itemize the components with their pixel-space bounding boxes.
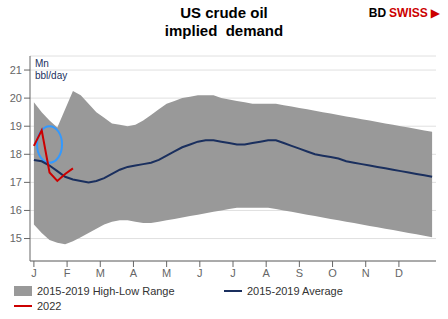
svg-text:J: J: [197, 267, 203, 279]
svg-text:A: A: [263, 267, 271, 279]
html-text:US crude oil implied demand: US crude oil implied demand: [164, 4, 284, 39]
svg-text:18: 18: [10, 148, 22, 160]
html-text:Mn: Mn: [35, 58, 49, 69]
svg-text:20: 20: [10, 92, 22, 104]
svg-text:16: 16: [10, 204, 22, 216]
svg-text:N: N: [362, 267, 370, 279]
html-text:2015-2019 High-Low Range: 2015-2019 High-Low Range: [37, 285, 175, 297]
svg-text:M: M: [162, 267, 171, 279]
svg-text:S: S: [296, 267, 303, 279]
svg-text:F: F: [64, 267, 71, 279]
svg-text:J: J: [31, 267, 37, 279]
html-text:2022: 2022: [37, 300, 62, 312]
svg-text:15: 15: [10, 232, 22, 244]
svg-text:A: A: [130, 267, 138, 279]
svg-text:17: 17: [10, 176, 22, 188]
html-text:BD SWISS ▶: BD SWISS ▶: [368, 6, 440, 20]
html-text:2015-2019 Average: 2015-2019 Average: [247, 285, 343, 297]
svg-text:21: 21: [10, 64, 22, 76]
svg-text:D: D: [395, 267, 403, 279]
svg-text:O: O: [328, 267, 337, 279]
html-text:bbl/day: bbl/day: [35, 69, 68, 81]
svg-text:M: M: [96, 267, 105, 279]
svg-text:19: 19: [10, 120, 22, 132]
svg-text:J: J: [230, 267, 236, 279]
